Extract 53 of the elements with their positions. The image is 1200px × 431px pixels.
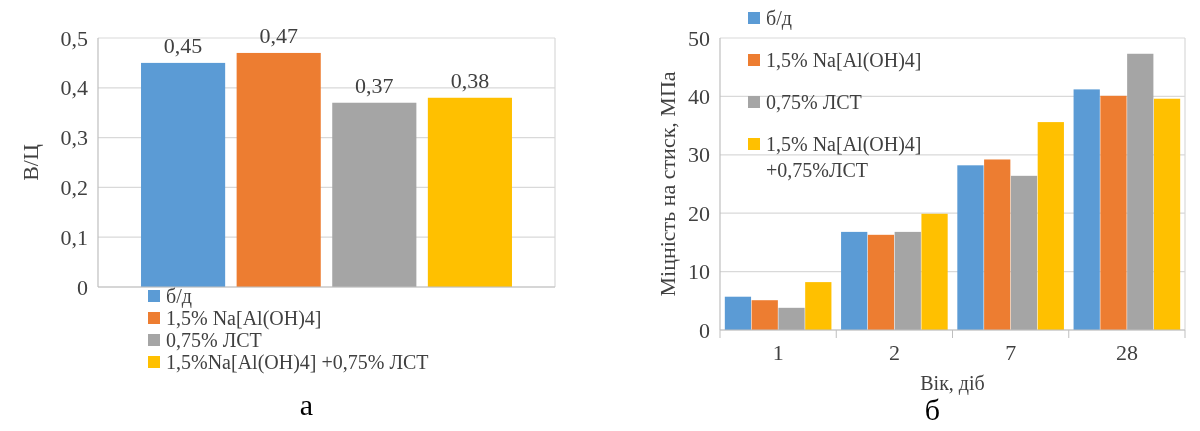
bar: [1100, 95, 1127, 330]
x-tick-label: 7: [1005, 340, 1017, 365]
y-tick-label: 0,1: [60, 224, 88, 250]
bar: [141, 62, 226, 287]
bar: [1073, 89, 1100, 330]
bar: [1127, 53, 1154, 330]
y-tick-label: 0,4: [60, 75, 88, 101]
legend-label: б/д: [766, 7, 792, 30]
text: а: [299, 388, 314, 421]
y-tick-label: 30: [688, 142, 710, 168]
y-tick-label: 50: [688, 25, 710, 51]
bar: [332, 102, 417, 287]
bar: [805, 282, 832, 330]
bar: [236, 52, 321, 287]
bar: [778, 307, 805, 330]
y-tick-label: 40: [688, 83, 710, 109]
text: 0,38: [450, 67, 490, 93]
legend-label: 1,5% Na[Al(OH)4]: [766, 49, 922, 72]
legend-label: 1,5% Na[Al(OH)4] +0,75%ЛСТ: [766, 133, 922, 181]
x-tick-label: 2: [888, 340, 900, 365]
bar: [984, 159, 1011, 330]
text: б: [924, 393, 941, 426]
y-tick-label: 10: [688, 259, 710, 285]
bar: [1153, 98, 1181, 330]
x-tick-label: 28: [1115, 340, 1138, 365]
x-tick-label: 1: [772, 340, 784, 365]
text: 0,37: [355, 72, 394, 98]
y-tick-label: 0,5: [60, 25, 88, 51]
y-tick-label: 20: [688, 200, 710, 226]
bar: [957, 165, 984, 330]
bar: [1010, 175, 1038, 330]
y-tick-label: 0: [699, 317, 710, 343]
bar: [751, 300, 778, 330]
bar: [724, 296, 752, 330]
y-tick-label: 0,3: [60, 125, 88, 151]
x-axis-title: Вік, діб: [920, 372, 985, 395]
bar: [1037, 122, 1064, 330]
y-tick-label: 0,2: [60, 174, 88, 200]
y-axis-title: В/Ц: [17, 144, 43, 181]
y-tick-label: 0: [77, 274, 88, 300]
text: 0,47: [259, 22, 298, 48]
legend-label: 1,5% Na[Al(OH)4]: [166, 307, 322, 330]
legend-label: 1,5%Na[Al(OH)4] +0,75% ЛСТ: [166, 351, 429, 374]
bar: [867, 234, 895, 330]
legend-label: 0,75% ЛСТ: [766, 91, 862, 113]
legend-label: 0,75% ЛСТ: [166, 329, 262, 351]
bar: [841, 231, 868, 330]
bar: [894, 231, 921, 330]
text: 0,45: [163, 32, 203, 58]
y-axis-title: Міцність на стиск, МПа: [654, 71, 680, 297]
bar: [427, 97, 512, 287]
bar: [921, 213, 948, 330]
legend-label: б/д: [166, 285, 192, 308]
